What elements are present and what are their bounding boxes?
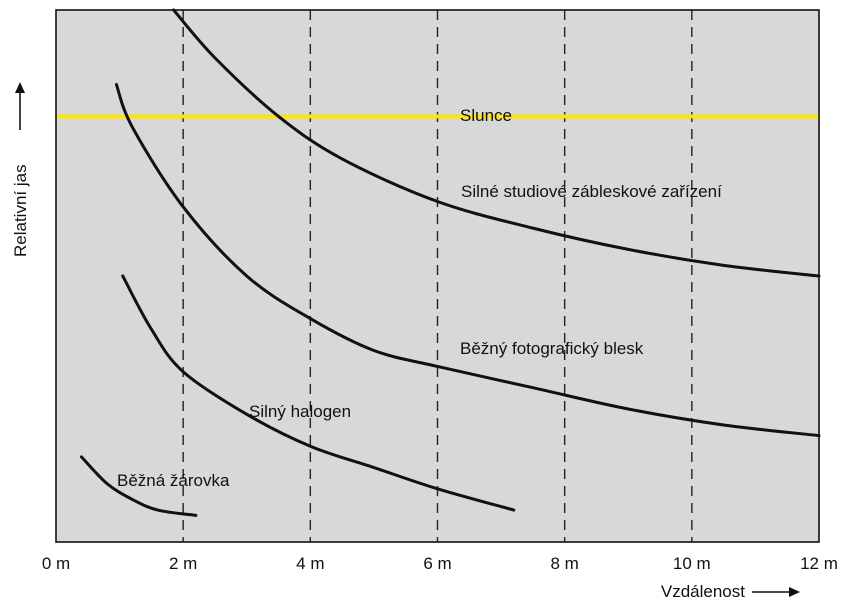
x-tick-label: 10 m [673, 554, 711, 573]
x-axis-title-group: Vzdálenost [661, 582, 800, 601]
x-axis-arrow-icon [752, 587, 800, 597]
y-axis-title: Relativní jas [11, 164, 30, 257]
curve-labels: Slunce Silné studiové zábleskové zařízení… [117, 106, 722, 490]
curve-label-bezna-zarovka: Běžná žárovka [117, 471, 230, 490]
x-tick-label: 0 m [42, 554, 70, 573]
reference-line-label: Slunce [460, 106, 512, 125]
x-tick-label: 8 m [550, 554, 578, 573]
x-tick-label: 6 m [423, 554, 451, 573]
x-tick-labels: 0 m 2 m 4 m 6 m 8 m 10 m 12 m [42, 554, 838, 573]
x-tick-label: 12 m [800, 554, 838, 573]
x-tick-label: 4 m [296, 554, 324, 573]
curve-label-silny-halogen: Silný halogen [249, 402, 351, 421]
curve-silne-studiove-zableskove-zarizeni [172, 8, 821, 278]
curve-label-silne-studiove-zableskove-zarizeni: Silné studiové zábleskové zařízení [461, 182, 722, 201]
y-axis-arrow-icon [15, 82, 25, 130]
curves [79, 8, 821, 517]
x-tick-label: 2 m [169, 554, 197, 573]
x-axis-title: Vzdálenost [661, 582, 745, 601]
grid-lines [182, 10, 693, 542]
y-axis-title-group: Relativní jas [11, 82, 30, 257]
plot-area [56, 10, 819, 542]
curve-bezna-zarovka [79, 455, 198, 517]
curve-label-bezny-fotograficky-blesk: Běžný fotografický blesk [460, 339, 644, 358]
curve-bezny-fotograficky-blesk [114, 82, 821, 438]
plot-frame [55, 9, 820, 543]
curve-silny-halogen [121, 274, 516, 512]
